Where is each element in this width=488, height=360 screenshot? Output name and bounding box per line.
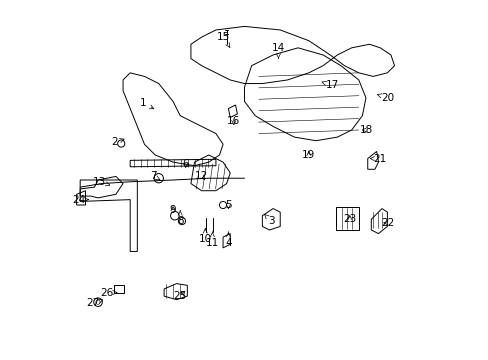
Text: 2: 2 <box>111 138 124 148</box>
Text: 18: 18 <box>359 125 372 135</box>
Text: 12: 12 <box>195 171 208 181</box>
Text: 1: 1 <box>139 98 154 109</box>
Text: 20: 20 <box>377 93 393 103</box>
Text: 24: 24 <box>72 195 88 204</box>
Text: 25: 25 <box>173 291 186 301</box>
Text: 6: 6 <box>182 159 188 169</box>
Text: 16: 16 <box>227 116 240 126</box>
Text: 8: 8 <box>177 211 183 226</box>
Text: 5: 5 <box>224 200 231 210</box>
Text: 19: 19 <box>302 150 315 160</box>
Text: 11: 11 <box>205 232 219 248</box>
Text: 14: 14 <box>271 43 285 58</box>
Text: 4: 4 <box>224 232 231 248</box>
Text: 7: 7 <box>150 171 160 181</box>
Bar <box>335 207 358 230</box>
Text: 22: 22 <box>380 218 393 228</box>
Text: 13: 13 <box>93 177 110 187</box>
Text: 3: 3 <box>264 215 274 226</box>
Text: 15: 15 <box>216 32 229 48</box>
Bar <box>114 285 124 293</box>
Text: 10: 10 <box>198 228 211 244</box>
Text: 23: 23 <box>343 214 356 224</box>
Text: 27: 27 <box>86 298 102 308</box>
Text: 21: 21 <box>369 154 386 163</box>
Text: 17: 17 <box>322 80 338 90</box>
Text: 26: 26 <box>100 288 117 297</box>
Text: 9: 9 <box>169 205 176 215</box>
